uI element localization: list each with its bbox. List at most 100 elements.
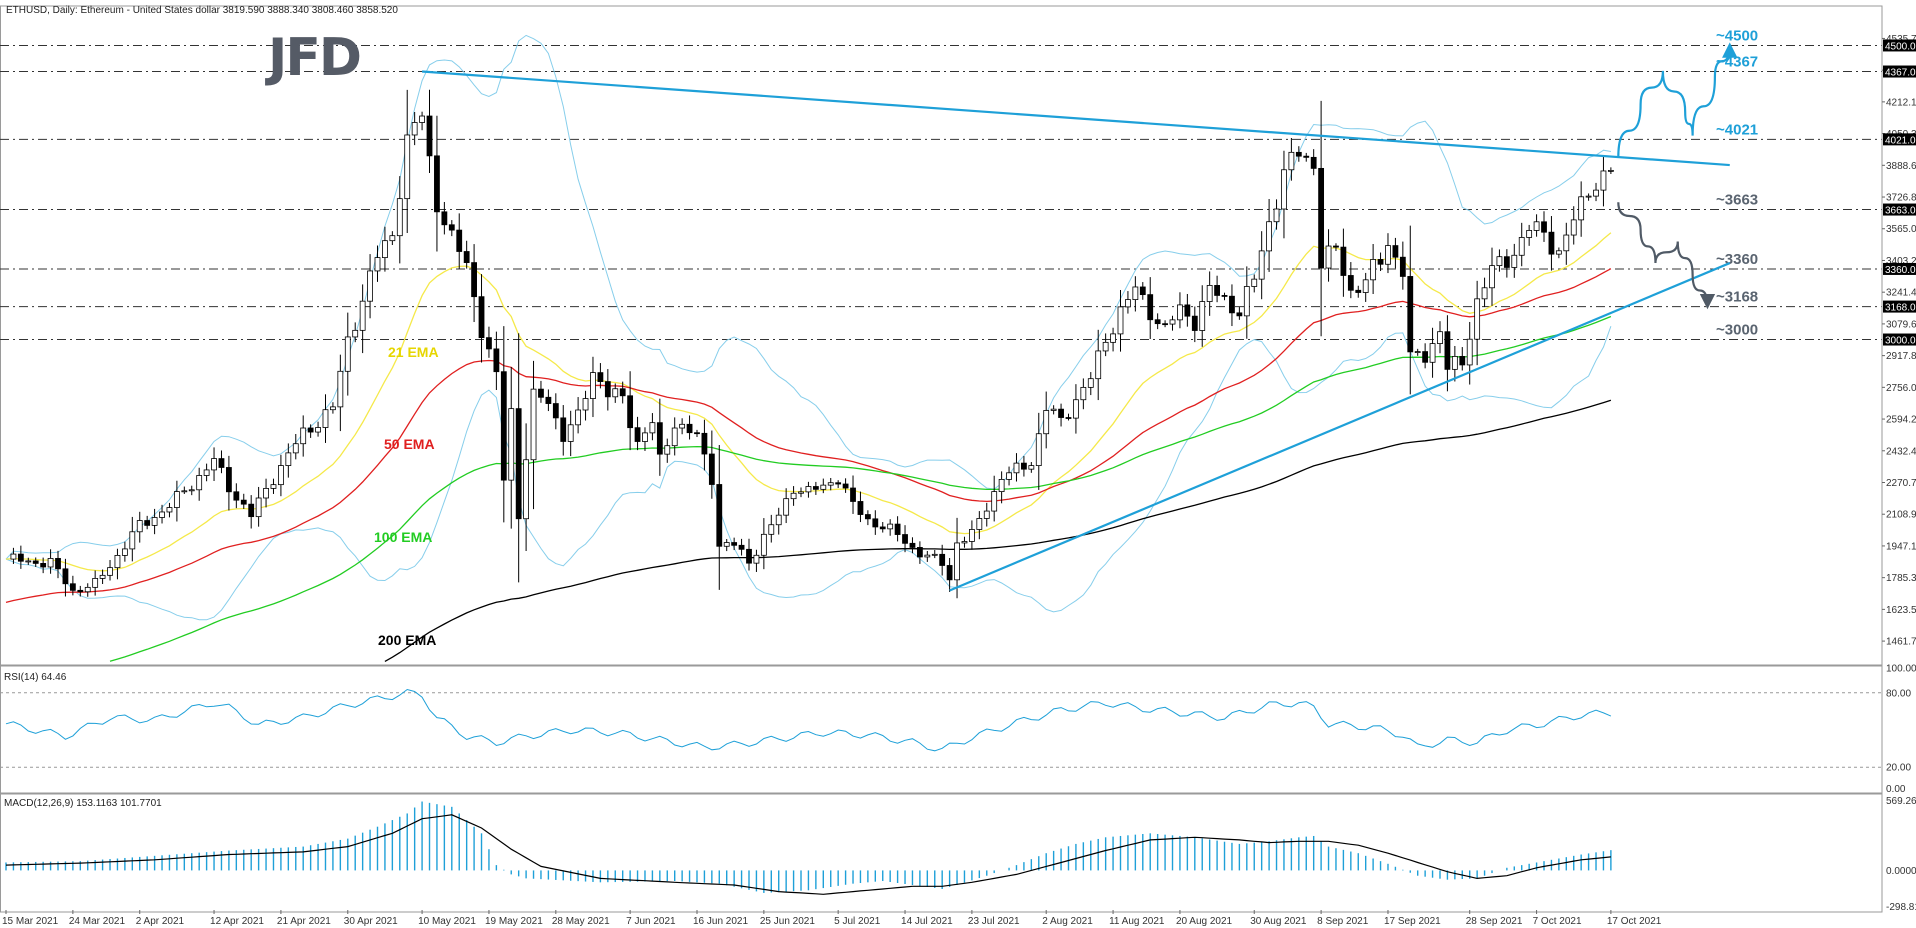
candle-body bbox=[805, 486, 812, 493]
price-tick-label: 1947.120 bbox=[1886, 541, 1916, 552]
macd-tick-label: -298.8128 bbox=[1886, 902, 1916, 913]
candle-body bbox=[590, 372, 596, 399]
date-tick-label: 11 Aug 2021 bbox=[1109, 916, 1165, 927]
panel-frames bbox=[0, 5, 1883, 913]
date-tick-label: 25 Jun 2021 bbox=[760, 916, 815, 927]
candle-body bbox=[426, 115, 433, 157]
candle-body bbox=[1578, 196, 1585, 221]
level-price-box bbox=[1883, 39, 1916, 52]
candle-body bbox=[1325, 245, 1332, 269]
ema21-line bbox=[5, 232, 1612, 572]
candle-body bbox=[790, 492, 797, 500]
candle-body bbox=[471, 262, 477, 298]
candle-body bbox=[694, 432, 700, 435]
candle-body bbox=[872, 518, 879, 528]
candle-body bbox=[961, 541, 968, 544]
level-price-box-label: 3000.000 bbox=[1885, 336, 1916, 347]
candle-body bbox=[983, 510, 990, 519]
candle-body bbox=[812, 486, 819, 490]
candle-body bbox=[1570, 219, 1577, 236]
candle-body bbox=[738, 544, 745, 550]
candlesticks bbox=[10, 89, 1614, 599]
candle-body bbox=[10, 553, 17, 560]
date-tick-label: 28 May 2021 bbox=[552, 916, 610, 927]
candle-body bbox=[1154, 319, 1161, 325]
candle-body bbox=[1102, 341, 1109, 352]
candle-body bbox=[1429, 343, 1436, 363]
date-tick-label: 2 Apr 2021 bbox=[136, 916, 185, 927]
candle-body bbox=[1125, 299, 1131, 308]
candle-body bbox=[1407, 276, 1414, 353]
candle-body bbox=[634, 427, 641, 442]
ema200-line bbox=[384, 399, 1612, 662]
candle-body bbox=[396, 198, 403, 237]
date-tick-label: 5 Jul 2021 bbox=[834, 916, 881, 927]
candle-body bbox=[248, 503, 255, 518]
macd-header: MACD(12,26,9) 153.1163 101.7701 bbox=[4, 798, 162, 809]
candle-body bbox=[278, 465, 284, 486]
candle-body bbox=[173, 491, 180, 508]
candle-body bbox=[1073, 399, 1079, 419]
ema50-label: 50 EMA bbox=[384, 436, 435, 452]
candle-body bbox=[575, 409, 582, 426]
candle-body bbox=[151, 517, 158, 526]
candle-body bbox=[1043, 410, 1050, 435]
date-tick-label: 30 Apr 2021 bbox=[344, 916, 398, 927]
level-price-box-label: 3168.000 bbox=[1885, 303, 1916, 314]
level-price-box bbox=[1883, 65, 1916, 78]
candle-body bbox=[493, 348, 500, 373]
candle-body bbox=[1496, 256, 1503, 267]
support-trendline bbox=[949, 262, 1731, 592]
price-tick-label: 1785.330 bbox=[1886, 573, 1916, 584]
scenario-arrows bbox=[1617, 42, 1738, 310]
candle-body bbox=[1385, 245, 1391, 265]
candle-body bbox=[1006, 472, 1012, 480]
candle-body bbox=[612, 388, 619, 398]
level-price-box-label: 3360.000 bbox=[1885, 265, 1916, 276]
candle-body bbox=[664, 445, 671, 455]
candle-body bbox=[671, 427, 678, 447]
price-tick-label: 1461.750 bbox=[1886, 637, 1916, 648]
candle-body bbox=[211, 458, 217, 471]
candle-body bbox=[233, 491, 240, 501]
candle-body bbox=[322, 409, 329, 428]
candle-body bbox=[1541, 221, 1547, 233]
level-price-box-label: 4021.000 bbox=[1885, 135, 1916, 146]
chart-header: ETHUSD, Daily: Ethereum - United States … bbox=[6, 5, 398, 16]
candle-body bbox=[1511, 254, 1518, 268]
candle-body bbox=[1474, 298, 1481, 340]
candle-body bbox=[434, 155, 440, 213]
candle-body bbox=[1110, 333, 1116, 343]
candle-body bbox=[1028, 465, 1035, 470]
candle-body bbox=[760, 533, 767, 556]
candle-body bbox=[225, 467, 232, 493]
price-tick-label: 1623.540 bbox=[1886, 605, 1916, 616]
date-tick-label: 17 Oct 2021 bbox=[1607, 916, 1662, 927]
price-tick-label: 4212.180 bbox=[1886, 97, 1916, 108]
candle-body bbox=[946, 565, 953, 581]
candle-body bbox=[916, 547, 923, 558]
candle-body bbox=[1548, 231, 1555, 255]
candle-body bbox=[902, 534, 908, 544]
level-price-box bbox=[1883, 262, 1916, 275]
candle-body bbox=[1593, 189, 1599, 197]
date-tick-label: 28 Sep 2021 bbox=[1466, 916, 1523, 927]
candle-body bbox=[827, 482, 834, 486]
candle-body bbox=[775, 514, 782, 526]
candle-body bbox=[649, 422, 656, 434]
jfd-logo: JFD bbox=[265, 28, 360, 88]
candle-body bbox=[731, 542, 738, 546]
candle-body bbox=[1214, 285, 1220, 296]
candle-body bbox=[374, 257, 381, 272]
ema100-line bbox=[109, 315, 1612, 662]
level-price-box-label: 4367.000 bbox=[1885, 68, 1916, 79]
candle-body bbox=[931, 553, 938, 556]
candle-body bbox=[1258, 250, 1265, 280]
candle-body bbox=[515, 408, 522, 520]
level-price-box-label: 4500.000 bbox=[1885, 41, 1916, 52]
date-axis: 15 Mar 2021 24 Mar 2021 2 Apr 2021 12 Apr 2… bbox=[2, 910, 1662, 927]
candle-body bbox=[456, 229, 463, 252]
price-tick-label: 2270.700 bbox=[1886, 478, 1916, 489]
candle-body bbox=[1251, 278, 1258, 287]
candle-body bbox=[753, 554, 760, 564]
